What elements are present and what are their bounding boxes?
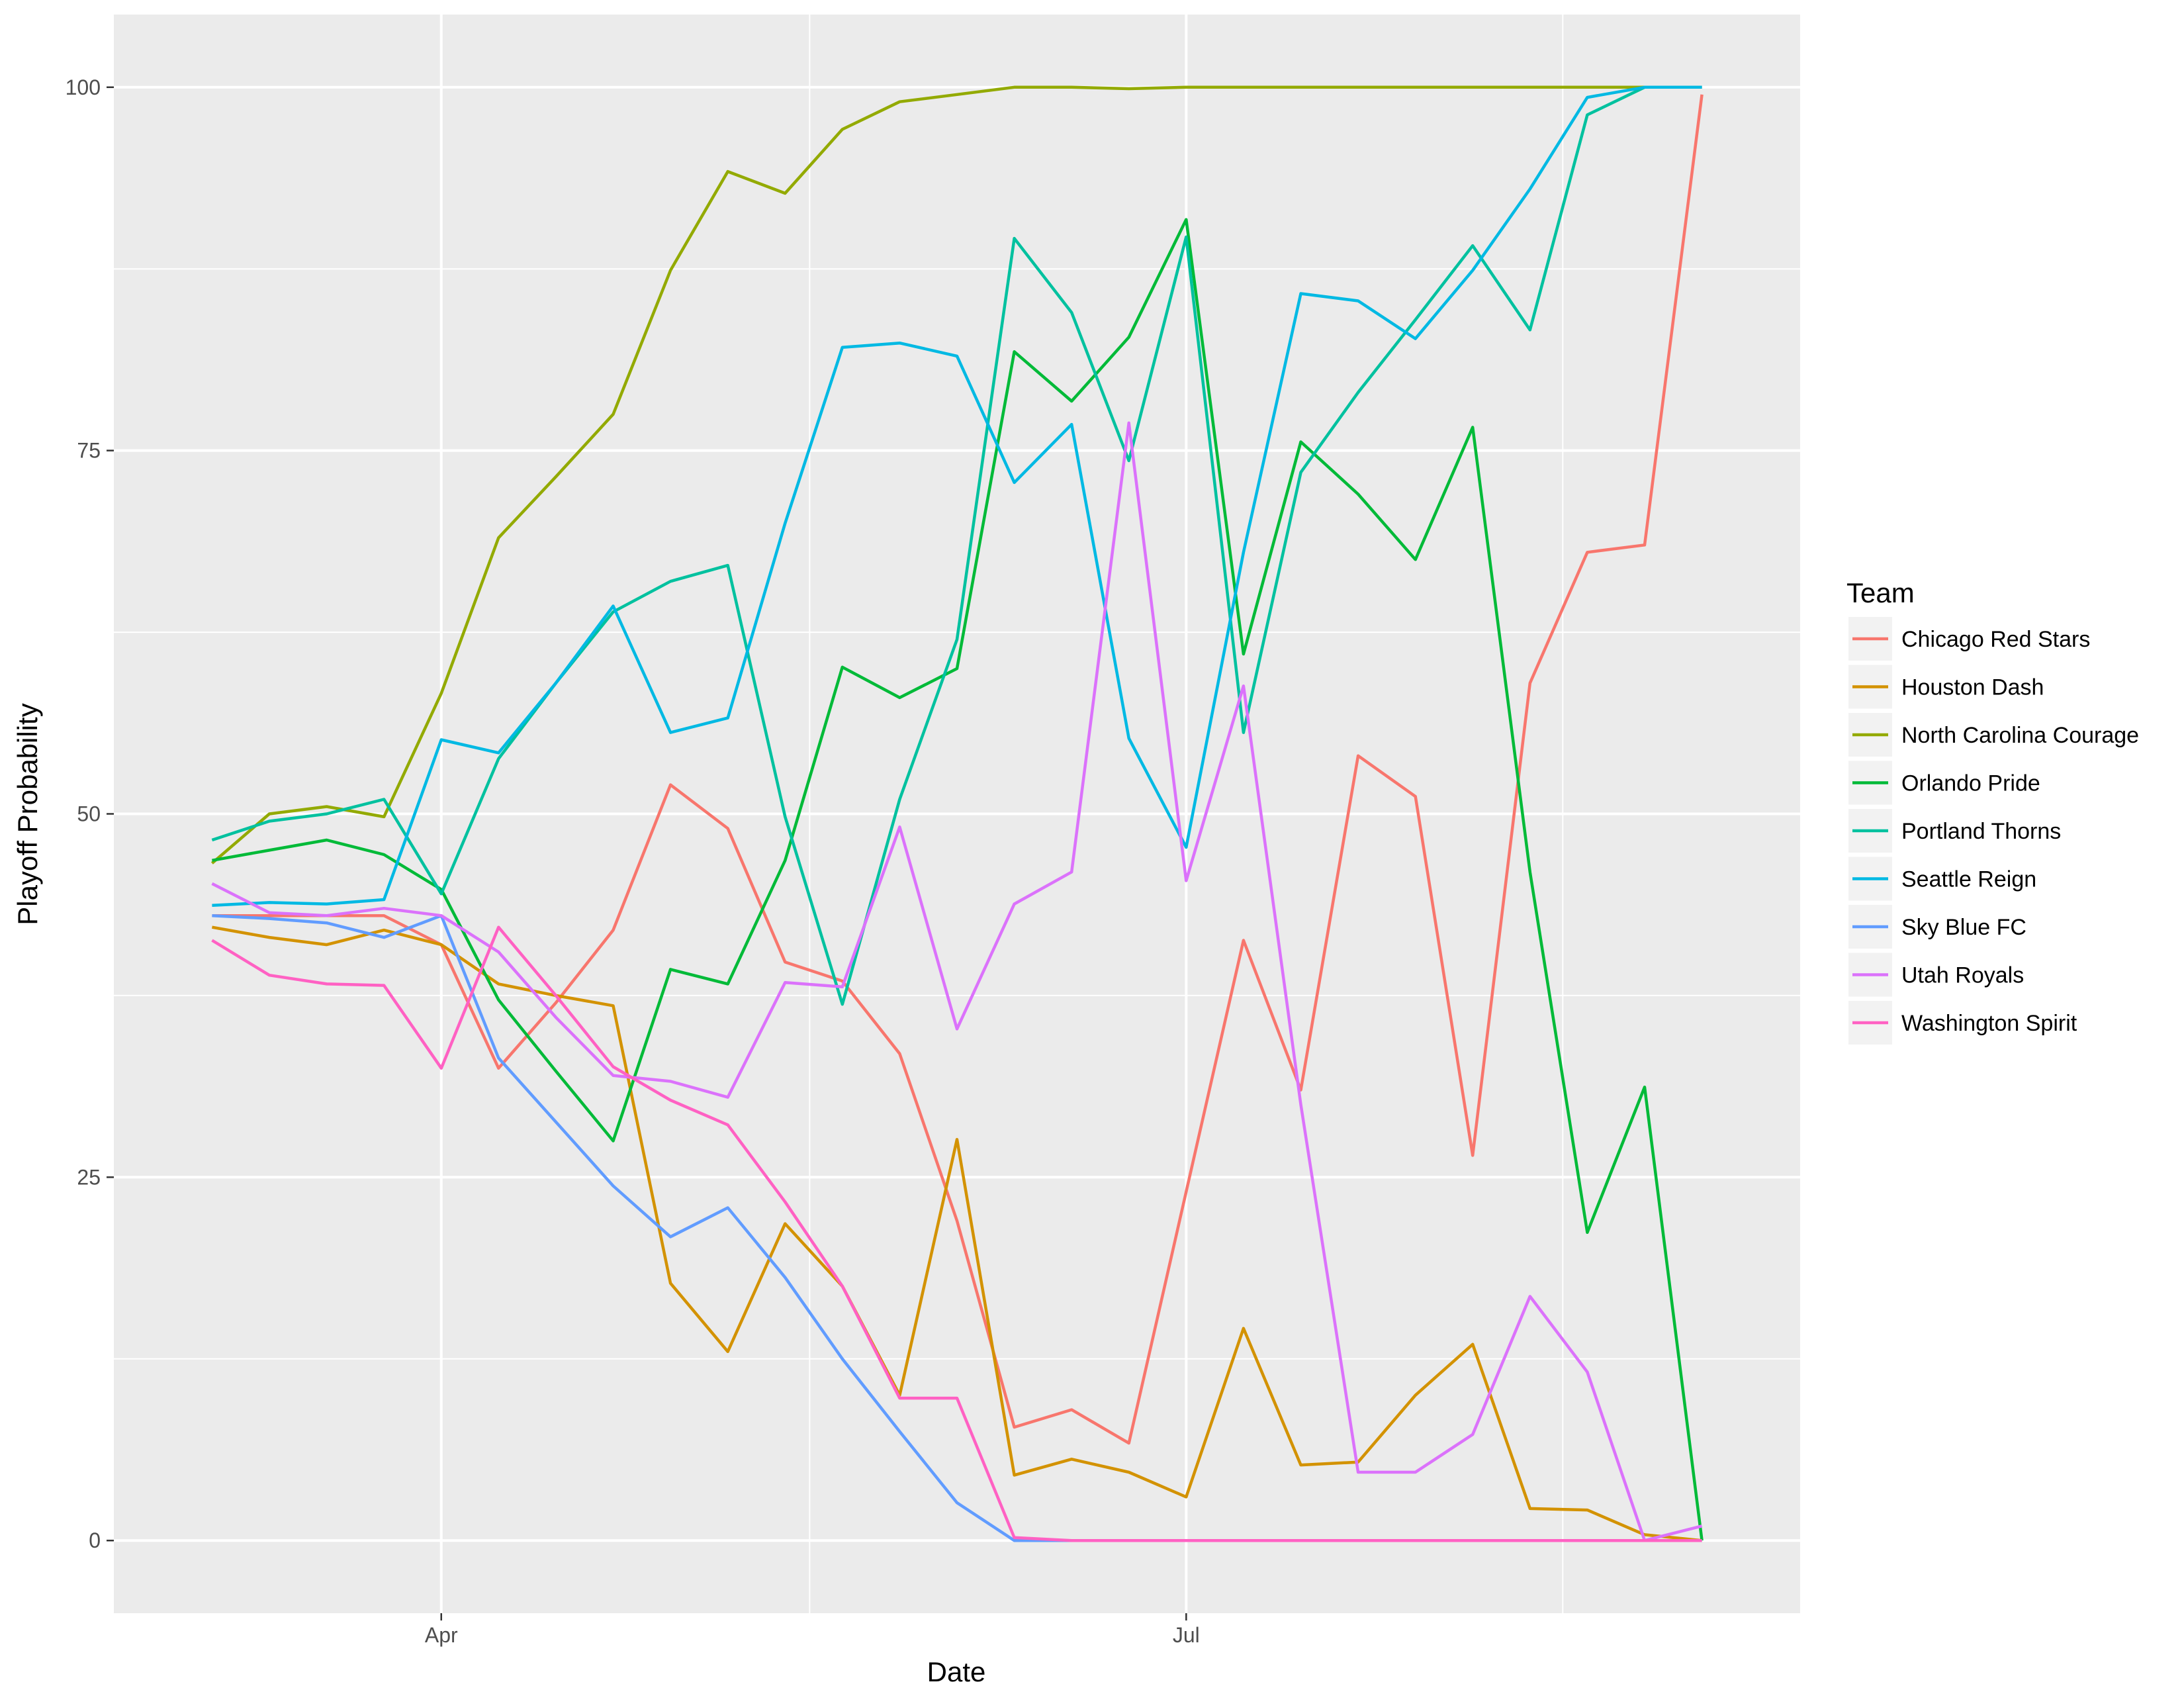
axes: 0 25 50 75 100 Apr Jul Date Playoff Probabili… <box>12 75 1200 1687</box>
legend-label: Sky Blue FC <box>1901 915 2026 940</box>
legend-title: Team <box>1846 577 1915 608</box>
legend: Team Chicago Red Stars Houston Dash North … <box>1846 577 2139 1045</box>
legend-label: Orlando Pride <box>1901 771 2040 796</box>
legend-label: Seattle Reign <box>1901 867 2036 892</box>
series-line-4 <box>211 85 1702 1006</box>
series-line-7 <box>211 421 1703 1542</box>
x-tick-label: Jul <box>1173 1623 1200 1647</box>
x-tick-label: Apr <box>425 1623 458 1647</box>
series-line-5 <box>212 85 1702 908</box>
y-tick-label: 0 <box>89 1528 101 1552</box>
plot-panel <box>114 15 1800 1613</box>
y-axis-title: Playoff Probability <box>12 703 43 925</box>
legend-label: North Carolina Courage <box>1901 723 2139 748</box>
legend-label: Chicago Red Stars <box>1901 627 2090 652</box>
y-tick-label: 75 <box>77 439 101 463</box>
series-line-8 <box>211 925 1702 1542</box>
x-axis-title: Date <box>927 1656 986 1687</box>
legend-label: Portland Thorns <box>1901 819 2061 844</box>
series-line-2 <box>210 85 1702 865</box>
legend-label: Utah Royals <box>1901 963 2024 988</box>
y-tick-label: 100 <box>66 75 101 99</box>
x-axis-ticks: Apr Jul <box>425 1613 1200 1647</box>
y-tick-label: 50 <box>77 802 101 826</box>
legend-label: Houston Dash <box>1901 675 2044 700</box>
legend-label: Washington Spirit <box>1901 1011 2077 1036</box>
y-tick-label: 25 <box>77 1165 101 1189</box>
series-line-0 <box>212 94 1704 1445</box>
legend-items: Chicago Red Stars Houston Dash North Carol… <box>1848 617 2139 1045</box>
series-lines <box>210 85 1704 1542</box>
y-axis-ticks: 0 25 50 75 100 <box>66 75 114 1552</box>
series-line-1 <box>212 925 1702 1542</box>
